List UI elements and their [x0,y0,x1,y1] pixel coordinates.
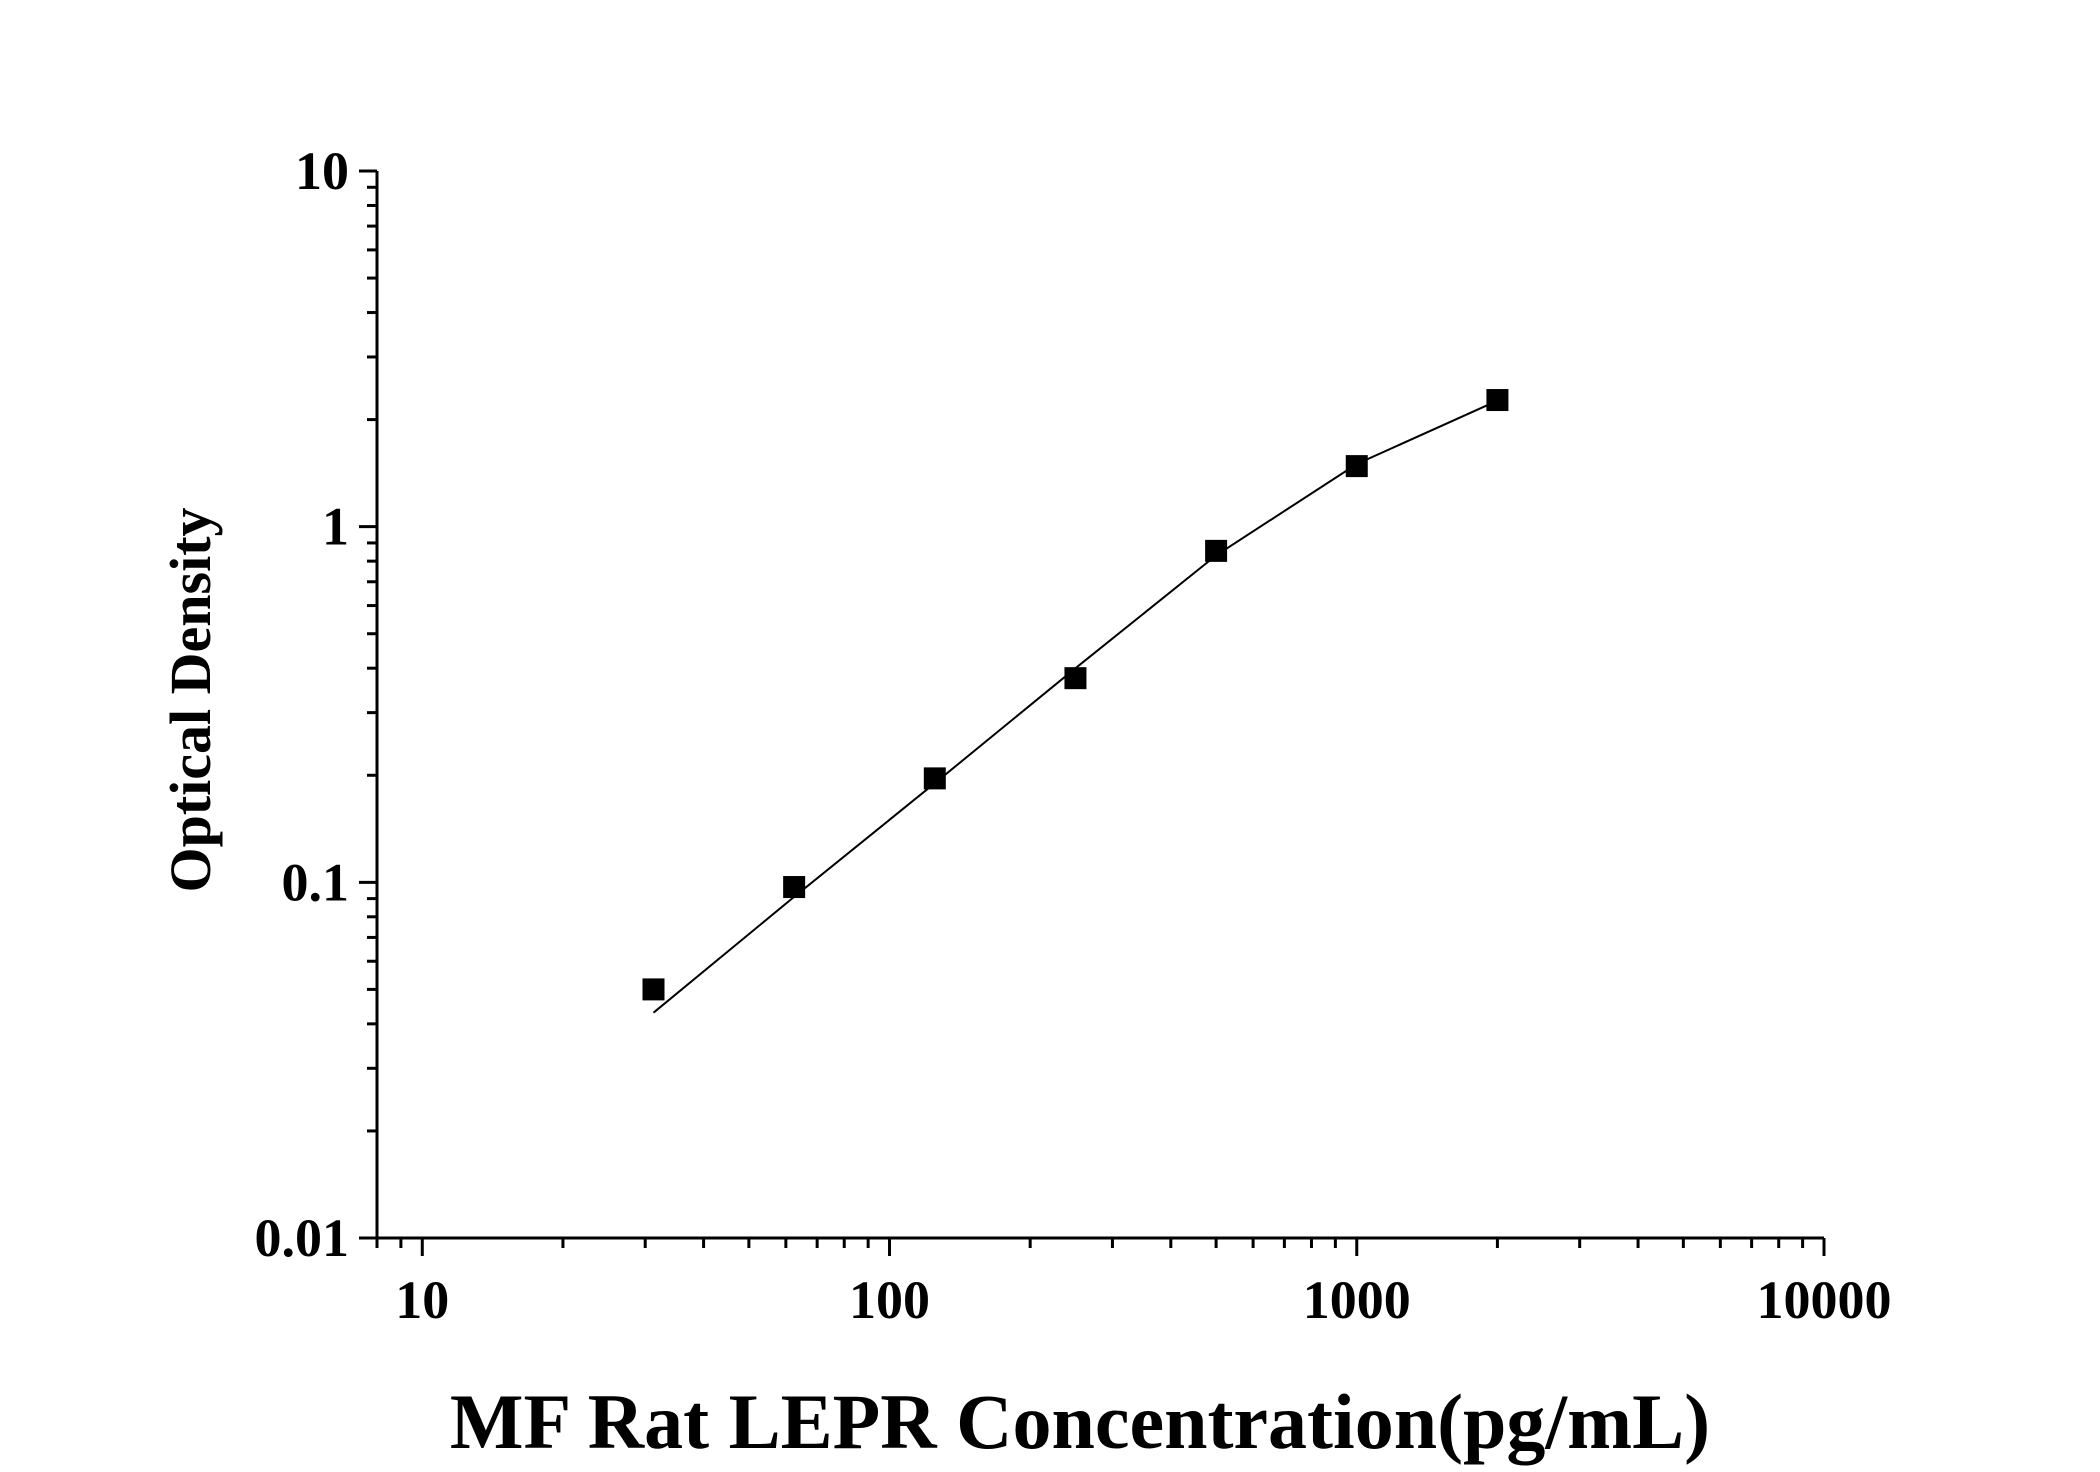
y-axis-label: Optical Density [158,507,223,892]
data-point [642,978,665,1001]
data-point [1205,539,1228,562]
data-point [783,876,806,899]
data-point [1064,667,1087,690]
x-axis-tick-labels: 10 100 1000 10000 [395,1270,1891,1330]
x-axis-label: MF Rat LEPR Concentration(pg/mL) [450,1378,1710,1465]
x-axis-ticks [375,1238,1826,1256]
data-point [1486,389,1509,412]
axes: 10 100 1000 10000 0.01 0.1 1 10 [255,141,1892,1330]
x-tick-label: 10000 [1757,1270,1892,1330]
data-point [923,767,946,790]
y-tick-label: 10 [295,141,349,201]
y-tick-label: 0.1 [282,852,350,912]
data-points [642,389,1509,1001]
fit-curve-line [652,399,1498,1014]
x-tick-label: 10 [395,1270,449,1330]
y-tick-label: 0.01 [255,1208,350,1268]
data-point [1345,455,1368,478]
x-tick-label: 100 [849,1270,930,1330]
y-axis-tick-labels: 0.01 0.1 1 10 [255,141,350,1268]
y-axis-ticks [359,169,377,1240]
y-tick-label: 1 [322,497,349,557]
x-tick-label: 1000 [1303,1270,1411,1330]
